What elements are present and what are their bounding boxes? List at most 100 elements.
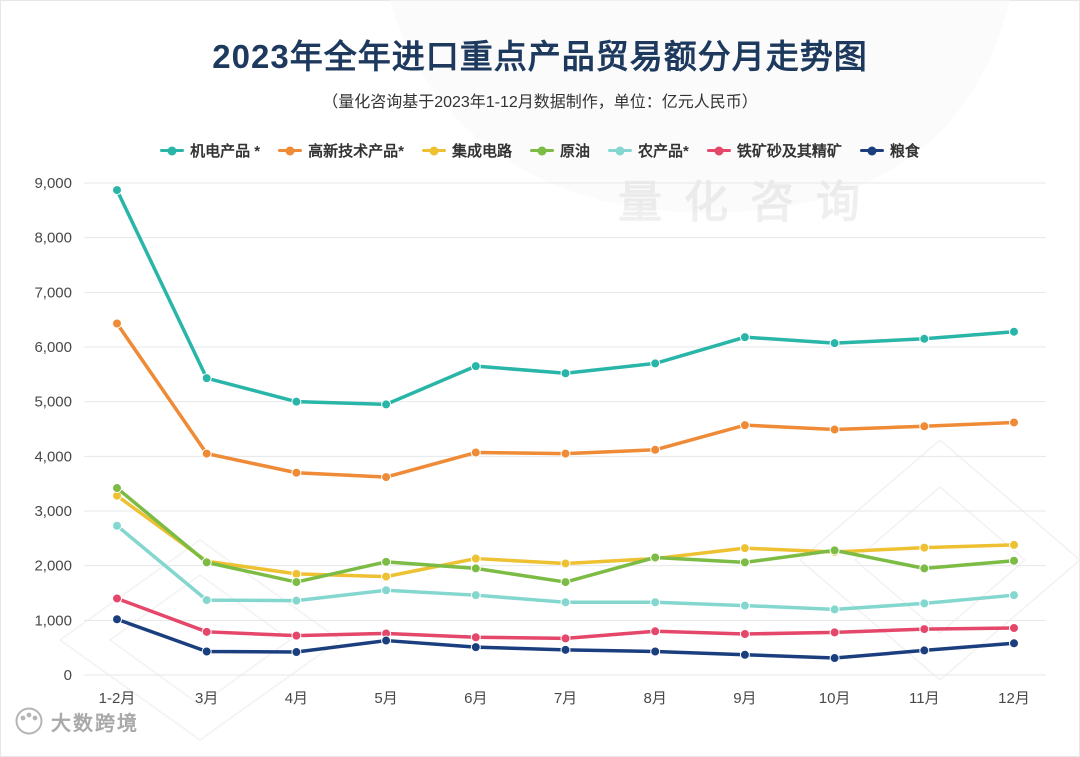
y-axis-tick-label: 1,000 (34, 612, 72, 629)
data-point (739, 420, 750, 431)
legend-line-marker-icon (608, 146, 632, 155)
legend-item-3[interactable]: 集成电路 (421, 140, 512, 161)
x-axis-tick-label: 5月 (374, 690, 397, 707)
data-point (560, 368, 571, 379)
data-point (739, 649, 750, 660)
legend-label: 机电产品 * (190, 143, 261, 160)
data-point (560, 633, 571, 644)
site-logo-icon (15, 707, 43, 735)
data-point (1009, 417, 1019, 428)
data-point (291, 647, 302, 658)
x-axis-tick-label: 1-2月 (99, 690, 136, 707)
y-axis-tick-label: 6,000 (34, 339, 72, 356)
legend-label: 粮食 (889, 143, 920, 160)
legend-line-marker-icon (278, 146, 303, 155)
data-point (381, 585, 392, 596)
data-point (1009, 555, 1019, 566)
x-axis-tick-label: 10月 (819, 690, 851, 707)
y-axis-tick-label: 7,000 (34, 284, 72, 301)
x-axis-tick-label: 3月 (195, 690, 218, 707)
data-point (470, 447, 481, 458)
legend-item-5[interactable]: 农产品* (608, 140, 689, 161)
data-point (201, 557, 212, 568)
data-point (739, 543, 750, 554)
data-point (291, 595, 302, 606)
legend-label: 铁矿砂及其精矿 (736, 143, 842, 160)
legend-label: 农产品* (638, 143, 689, 160)
y-axis-tick-label: 3,000 (34, 503, 72, 520)
y-axis-tick-label: 4,000 (34, 448, 72, 465)
data-point (919, 542, 930, 553)
data-point (470, 361, 481, 372)
data-point (919, 333, 930, 344)
chart-title: 2023年全年进口重点产品贸易额分月走势图 (212, 38, 868, 75)
data-point (919, 624, 930, 635)
legend-label: 原油 (559, 143, 590, 160)
data-point (470, 590, 481, 601)
site-logo-text: 大数跨境 (51, 712, 139, 735)
site-logo: 大数跨境 (14, 706, 139, 736)
data-point (381, 635, 392, 646)
legend-item-6[interactable]: 铁矿砂及其精矿 (706, 140, 842, 161)
legend-item-7[interactable]: 粮食 (859, 140, 920, 161)
x-axis-tick-label: 4月 (285, 690, 308, 707)
data-point (112, 593, 122, 604)
y-axis-tick-label: 0 (64, 667, 72, 684)
data-point (381, 472, 392, 483)
data-point (291, 630, 302, 641)
data-point (739, 600, 750, 611)
data-point (560, 448, 571, 459)
legend: 机电产品 * 高新技术产品* 集成电路 原油 农产品* 铁矿砂及其精矿 粮食 (0, 140, 1080, 161)
data-point (739, 629, 750, 639)
data-point (112, 185, 122, 196)
x-axis-tick-label: 7月 (554, 690, 577, 707)
data-point (291, 577, 302, 588)
data-point (650, 552, 661, 563)
data-point (650, 358, 661, 369)
data-point (560, 558, 571, 569)
legend-line-marker-icon (421, 146, 446, 155)
data-point (201, 646, 212, 657)
data-point (470, 563, 481, 574)
data-point (829, 604, 840, 615)
data-point (560, 597, 571, 608)
data-point (829, 424, 840, 435)
x-axis-tick-label: 11月 (909, 690, 940, 707)
legend-item-2[interactable]: 高新技术产品* (278, 140, 404, 161)
data-point (112, 520, 122, 531)
data-point (291, 568, 302, 579)
data-point (650, 626, 661, 637)
legend-label: 集成电路 (451, 143, 512, 160)
data-point (650, 444, 661, 455)
data-point (112, 614, 122, 625)
data-point (381, 556, 392, 567)
data-point (1009, 539, 1019, 550)
line-chart: 0 1,000 2,000 3,000 4,000 5,000 6,000 7,000 8,00… (34, 175, 1046, 707)
legend-line-marker-icon (160, 146, 185, 155)
data-point (112, 483, 122, 494)
data-point (201, 448, 212, 459)
legend-item-1[interactable]: 机电产品 * (160, 140, 260, 161)
data-point (112, 318, 122, 329)
data-point (1009, 590, 1019, 601)
data-point (919, 421, 930, 432)
legend-label: 高新技术产品* (308, 143, 404, 160)
data-point (919, 598, 930, 609)
data-point (829, 545, 840, 556)
data-point (650, 646, 661, 657)
data-point (829, 627, 840, 638)
x-axis-tick-label: 8月 (644, 690, 667, 707)
data-point (829, 338, 840, 349)
x-axis-tick-label: 6月 (464, 690, 487, 707)
data-point (291, 396, 302, 407)
data-point (739, 332, 750, 343)
data-point (381, 571, 392, 582)
data-point (560, 577, 571, 588)
data-point (381, 399, 392, 410)
data-point (201, 626, 212, 637)
data-point (1009, 326, 1019, 337)
y-axis-tick-label: 8,000 (34, 230, 72, 247)
data-point (201, 595, 212, 606)
legend-item-4[interactable]: 原油 (529, 140, 590, 161)
